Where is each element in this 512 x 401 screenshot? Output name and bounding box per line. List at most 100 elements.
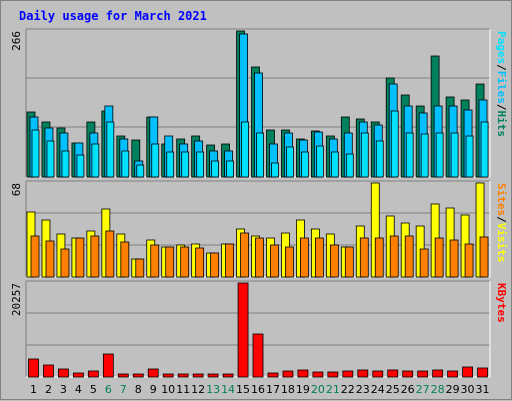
pages-bar <box>480 121 489 178</box>
pages-bar <box>450 132 459 178</box>
pages-bar <box>345 153 354 178</box>
x-tick-label: 28 <box>431 383 445 396</box>
x-tick-label: 21 <box>326 383 340 396</box>
sites-bar <box>180 246 190 278</box>
kbytes-bar <box>477 367 488 378</box>
x-tick-label: 5 <box>90 383 97 396</box>
pages-bar <box>286 146 294 178</box>
pages-bar <box>151 143 160 178</box>
kbytes-bar <box>432 369 444 378</box>
sites-bar <box>90 235 100 278</box>
x-tick-label: 7 <box>120 383 127 396</box>
pages-bar <box>46 140 55 178</box>
x-tick-label: 26 <box>401 383 415 396</box>
sites-bar <box>374 237 384 278</box>
kbytes-bar <box>402 370 414 378</box>
y-max-label-kbytes: 20257 <box>10 283 23 316</box>
sites-bar <box>45 240 55 278</box>
kbytes-bar <box>267 372 279 378</box>
kbytes-bar <box>357 369 369 378</box>
sites-bar <box>135 258 145 278</box>
x-tick-label: 9 <box>150 383 157 396</box>
x-tick-label: 14 <box>221 383 235 396</box>
x-tick-label: 2 <box>45 383 52 396</box>
x-tick-label: 22 <box>341 383 355 396</box>
kbytes-bar <box>252 333 264 378</box>
pages-bar <box>91 143 100 178</box>
x-tick-label: 31 <box>476 383 490 396</box>
chart-title: Daily usage for March 2021 <box>19 9 207 23</box>
pages-bar <box>181 151 190 178</box>
kbytes-bar <box>342 370 354 378</box>
y-max-label-hits: 266 <box>10 31 23 51</box>
pages-bar <box>211 160 220 178</box>
legend-sites-visits: Sites/Visits <box>495 183 508 263</box>
sites-bar <box>240 232 249 278</box>
x-tick-label: 23 <box>356 383 370 396</box>
x-tick-label: 25 <box>386 383 400 396</box>
kbytes-bar <box>297 369 309 378</box>
x-tick-label: 18 <box>281 383 295 396</box>
pages-bar <box>136 164 145 178</box>
sites-bar <box>464 243 474 278</box>
legend-pages-files-hits-part: Hits <box>495 111 508 138</box>
x-tick-label: 6 <box>105 383 112 396</box>
x-tick-label: 13 <box>206 383 220 396</box>
pages-bar <box>360 132 369 178</box>
legend-sites-visits-part: Visits <box>495 223 508 263</box>
pages-bar <box>405 132 414 178</box>
pages-bar <box>196 151 205 178</box>
sites-bar <box>419 248 429 278</box>
kbytes-bar <box>162 373 174 378</box>
sites-bar <box>255 237 264 278</box>
legend-sites-visits-part: / <box>495 216 508 223</box>
kbytes-bar <box>387 369 399 378</box>
kbytes-bar <box>447 370 458 378</box>
x-tick-label: 20 <box>311 383 325 396</box>
sites-bar <box>165 246 175 278</box>
sites-bar <box>210 252 220 278</box>
legend-kbytes: KBytes <box>495 283 508 323</box>
sites-bar <box>285 246 294 278</box>
kbytes-bar <box>192 373 204 378</box>
x-tick-label: 12 <box>191 383 205 396</box>
pages-bar <box>61 150 70 178</box>
kbytes-bar <box>237 282 249 378</box>
pages-bar <box>330 151 339 178</box>
sites-bar <box>225 243 234 278</box>
kbytes-bar <box>43 364 54 378</box>
pages-bar <box>76 154 85 178</box>
pages-bar <box>121 150 130 178</box>
x-tick-label: 11 <box>176 383 190 396</box>
pages-bar <box>271 162 279 178</box>
sites-bar <box>359 237 369 278</box>
legend-pages-files-hits-part: / <box>495 104 508 111</box>
x-tick-label: 29 <box>446 383 460 396</box>
kbytes-bar <box>282 370 294 378</box>
pages-bar <box>465 135 474 178</box>
x-tick-label: 17 <box>266 383 280 396</box>
sites-bar <box>270 244 279 278</box>
x-tick-label: 1 <box>30 383 37 396</box>
kbytes-bar <box>312 371 324 378</box>
pages-bar <box>241 121 249 178</box>
legend-pages-files-hits: Pages/Files/Hits <box>495 31 508 137</box>
sites-bar <box>300 237 309 278</box>
x-tick-label: 8 <box>135 383 142 396</box>
x-tick-label: 15 <box>236 383 250 396</box>
sites-bar <box>479 236 489 278</box>
kbytes-bar <box>372 370 384 378</box>
kbytes-bar <box>177 373 189 378</box>
x-tick-label: 16 <box>251 383 265 396</box>
kbytes-bar <box>222 373 234 378</box>
pages-bar <box>256 132 264 178</box>
sites-bar <box>150 244 160 278</box>
pages-bar <box>106 121 115 178</box>
x-tick-label: 10 <box>161 383 175 396</box>
sites-bar <box>195 247 205 278</box>
pages-bar <box>375 140 384 178</box>
legend-kbytes-part: KBytes <box>495 283 508 323</box>
kbytes-bar <box>462 366 473 378</box>
